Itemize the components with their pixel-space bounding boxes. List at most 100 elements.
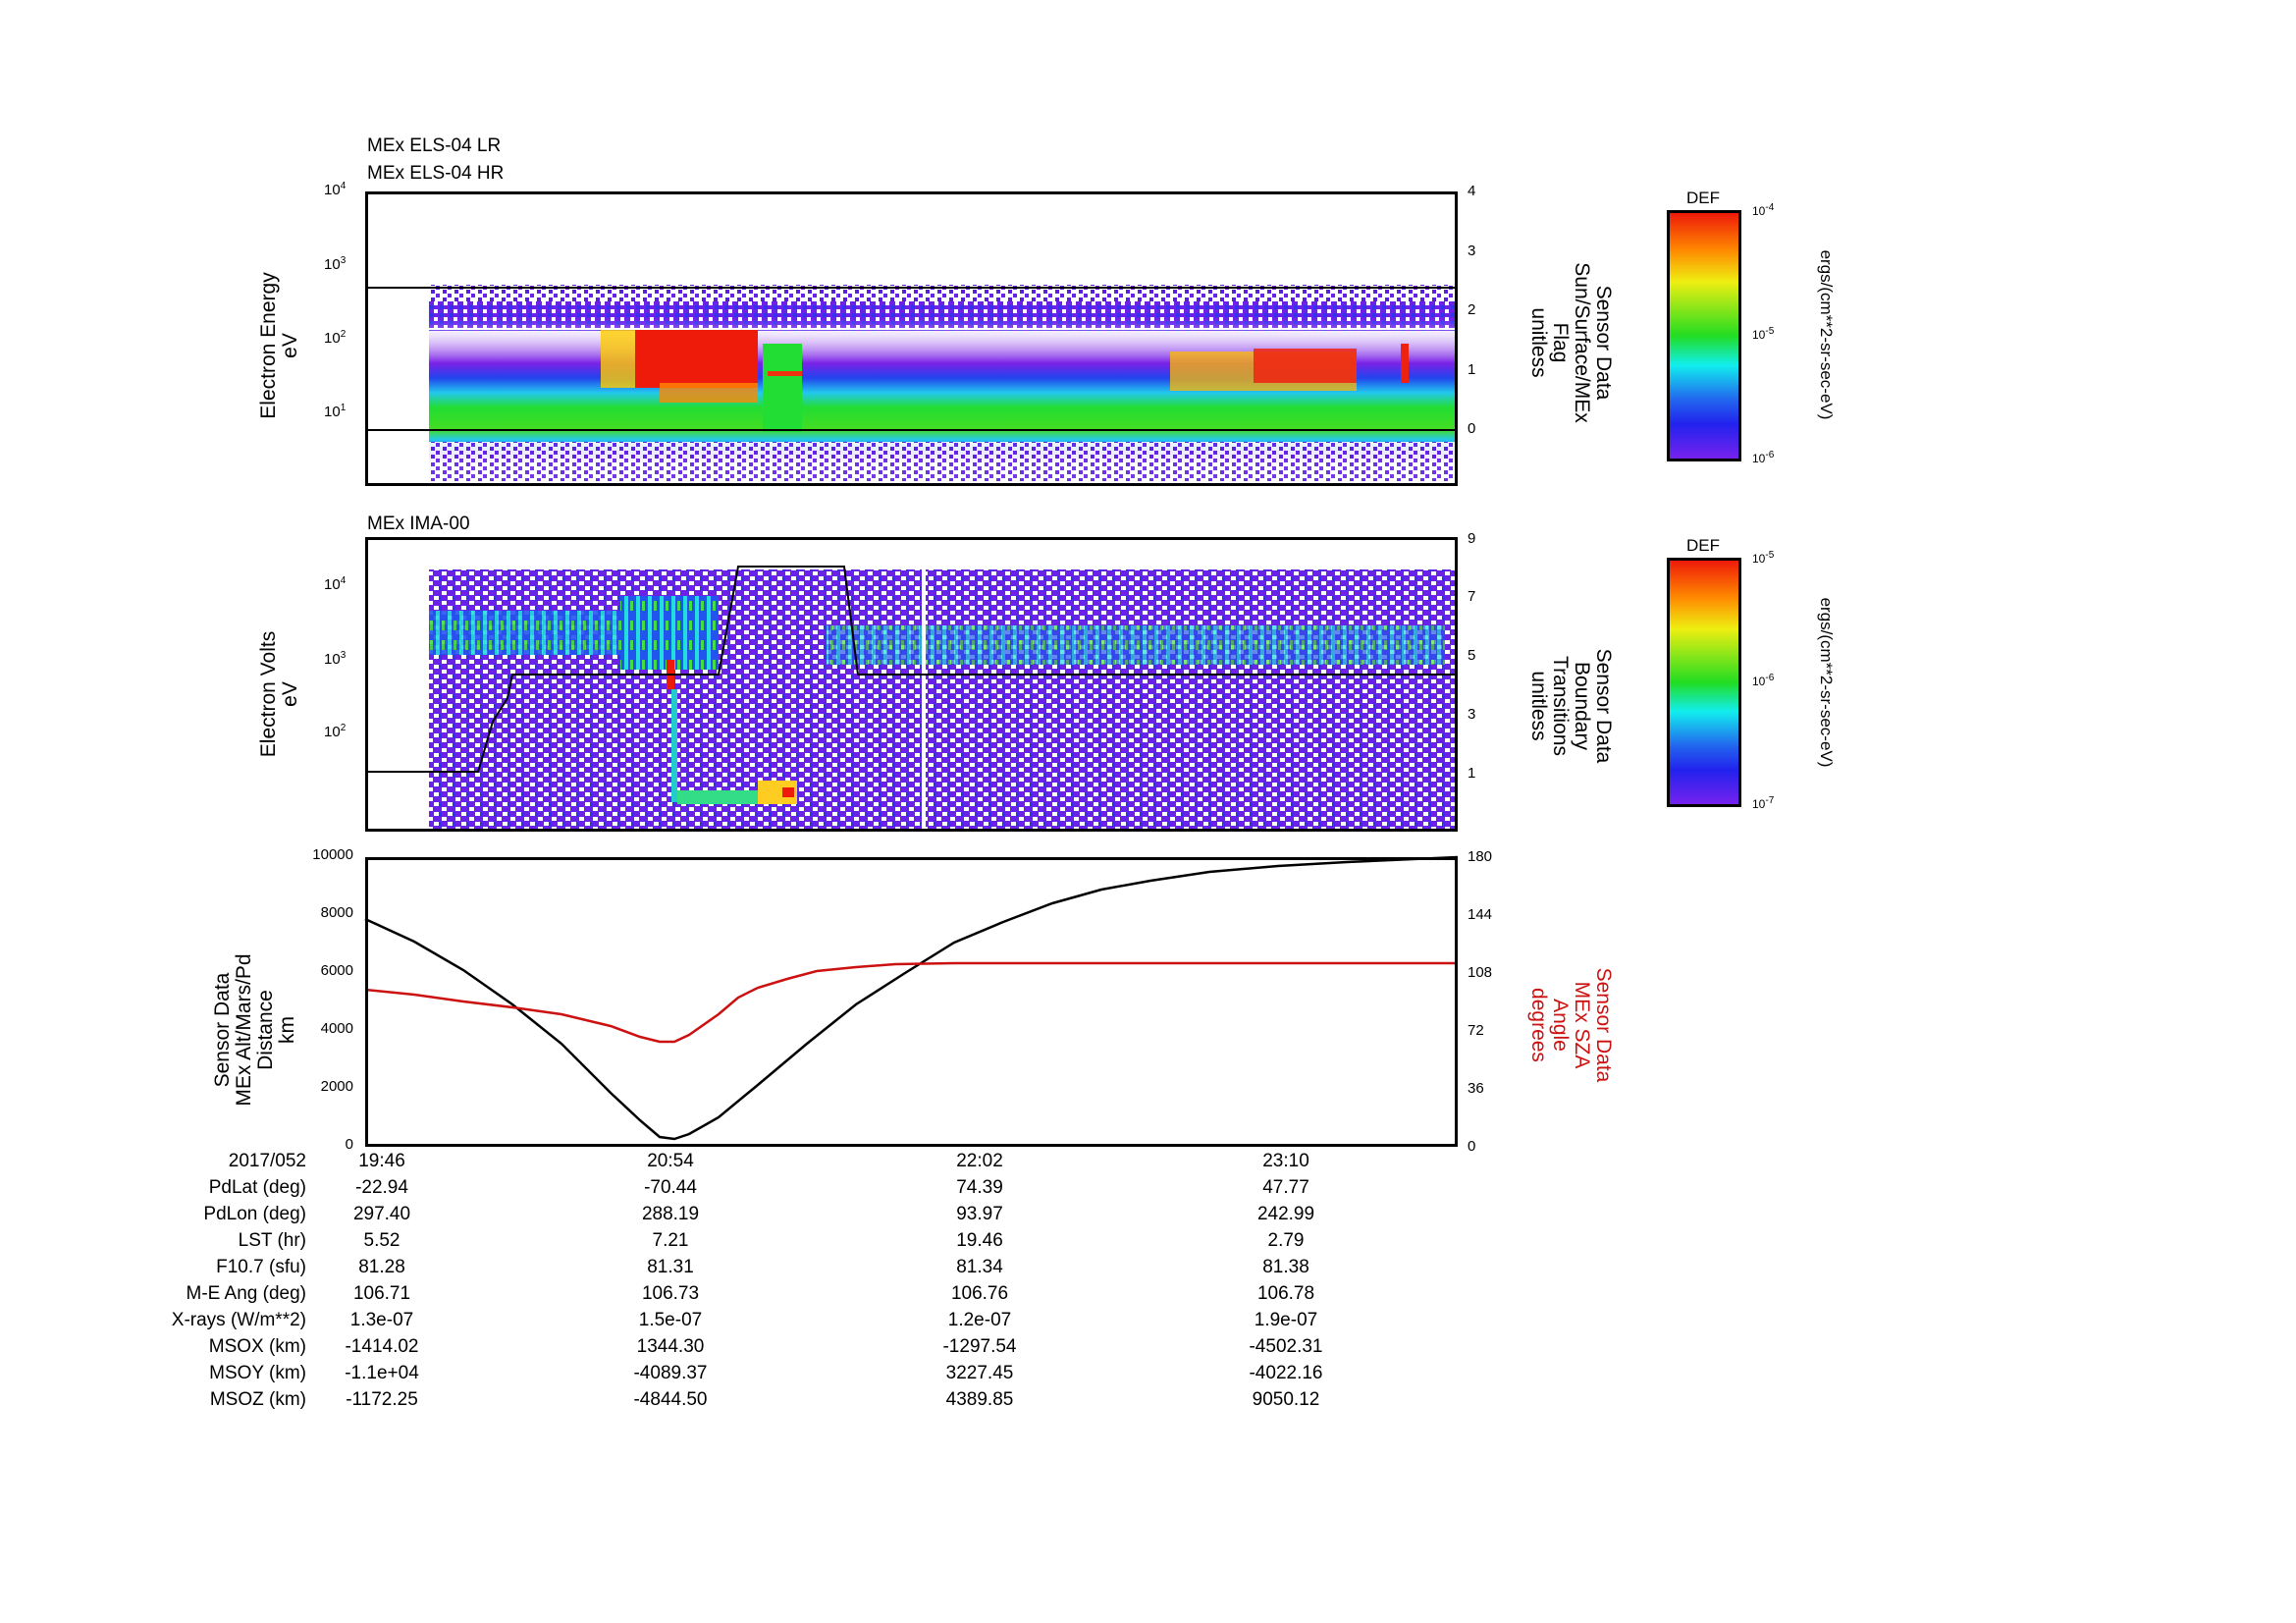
els-ytick-1e1: 101 (324, 403, 347, 420)
table-cell: 81.31 (647, 1257, 694, 1277)
els-left-axis-label: Electron Energy eV (257, 272, 301, 419)
els-frame (365, 191, 1458, 486)
altitude-curve (364, 855, 1459, 1141)
table-cell: -4502.31 (1249, 1336, 1323, 1357)
els-ytick-1e2: 102 (324, 329, 347, 347)
orbit-rtick-144: 144 (1468, 906, 1493, 923)
orbit-ltick-10000: 10000 (312, 846, 353, 863)
els-rtick-1: 1 (1468, 361, 1476, 378)
orbit-rtick-0: 0 (1468, 1138, 1476, 1155)
orbit-rtick-72: 72 (1468, 1022, 1484, 1039)
orbit-ltick-8000: 8000 (320, 904, 353, 921)
table-row-label: F10.7 (sfu) (216, 1257, 306, 1277)
table-cell: -70.44 (644, 1177, 697, 1198)
table-cell: 106.78 (1256, 1283, 1315, 1304)
table-cell: 47.77 (1262, 1177, 1309, 1198)
table-cell: 1.9e-07 (1254, 1310, 1318, 1330)
table-cell: -4022.16 (1249, 1363, 1323, 1383)
ima-rtick-9: 9 (1468, 530, 1476, 547)
orbit-frame (365, 857, 1458, 1147)
table-cell: 5.52 (363, 1230, 400, 1251)
ima-title: MEx IMA-00 (367, 514, 470, 534)
table-cell: 23:10 (1262, 1151, 1309, 1171)
els-colorbar-max: 10-4 (1752, 202, 1775, 218)
table-cell: 2.79 (1267, 1230, 1305, 1251)
table-cell: 22:02 (956, 1151, 1003, 1171)
table-cell: 242.99 (1256, 1204, 1315, 1224)
ima-rtick-3: 3 (1468, 706, 1476, 723)
table-cell: -4844.50 (633, 1389, 708, 1410)
table-cell: 1.3e-07 (349, 1310, 414, 1330)
ima-colorbar-unit: ergs/(cm**2-sr-sec-eV) (1817, 597, 1836, 768)
els-rtick-2: 2 (1468, 301, 1476, 318)
ima-colorbar-title: DEF (1686, 536, 1720, 555)
table-row-label: MSOZ (km) (209, 1389, 306, 1410)
table-cell: 4389.85 (945, 1389, 1014, 1410)
els-ytick-1e3: 103 (324, 255, 347, 273)
table-row-label: PdLat (deg) (208, 1177, 306, 1198)
orbit-rtick-180: 180 (1468, 848, 1493, 865)
els-spectrogram (365, 219, 1458, 481)
ima-rtick-7: 7 (1468, 588, 1476, 605)
els-title-lr: MEx ELS-04 LR (367, 135, 502, 156)
orbit-line-plot (364, 855, 1459, 1141)
els-right-axis-label: Sensor Data Sun/Surface/MEx Flag unitles… (1527, 262, 1615, 423)
table-cell: -1297.54 (942, 1336, 1017, 1357)
table-cell: 3227.45 (945, 1363, 1014, 1383)
orbit-left-axis-label: Sensor Data MEx Alt/Mars/Pd Distance km (211, 953, 298, 1107)
table-row-label: PdLon (deg) (203, 1204, 306, 1224)
table-cell: 20:54 (647, 1151, 694, 1171)
ima-ytick-1e2: 102 (324, 723, 347, 740)
table-row-label: LST (hr) (238, 1230, 306, 1251)
table-cell: -1172.25 (346, 1389, 418, 1410)
els-rtick-3: 3 (1468, 243, 1476, 259)
table-cell: -4089.37 (633, 1363, 708, 1383)
orbit-rtick-108: 108 (1468, 964, 1493, 981)
ima-spectrogram (365, 566, 1458, 832)
ima-left-axis-label: Electron Volts eV (257, 630, 301, 758)
table-cell: 1344.30 (636, 1336, 705, 1357)
table-row-label: 2017/052 (228, 1151, 306, 1171)
ima-ytick-1e4: 104 (324, 575, 347, 593)
table-cell: 19:46 (358, 1151, 405, 1171)
table-cell: 1.5e-07 (638, 1310, 703, 1330)
els-colorbar-unit: ergs/(cm**2-sr-sec-eV) (1817, 249, 1836, 420)
table-cell: 81.38 (1262, 1257, 1309, 1277)
els-title-hr: MEx ELS-04 HR (367, 163, 505, 184)
table-row-label: X-rays (W/m**2) (171, 1310, 306, 1330)
table-cell: 81.34 (956, 1257, 1003, 1277)
table-cell: 7.21 (652, 1230, 689, 1251)
table-cell: 106.76 (950, 1283, 1009, 1304)
table-row-label: MSOX (km) (208, 1336, 306, 1357)
ima-colorbar-mid: 10-6 (1752, 673, 1775, 688)
table-cell: 288.19 (641, 1204, 700, 1224)
orbit-rtick-36: 36 (1468, 1080, 1484, 1097)
table-row-label: MSOY (km) (209, 1363, 306, 1383)
els-ytick-1e4: 104 (324, 181, 347, 198)
table-cell: -22.94 (355, 1177, 408, 1198)
els-colorbar-title: DEF (1686, 189, 1720, 207)
table-row-label: M-E Ang (deg) (186, 1283, 307, 1304)
ima-colorbar (1667, 558, 1741, 807)
table-cell: 19.46 (956, 1230, 1003, 1251)
orbit-right-axis-label: Sensor Data MEx SZA Angle degrees (1527, 967, 1615, 1083)
table-cell: 74.39 (956, 1177, 1003, 1198)
table-cell: 81.28 (358, 1257, 405, 1277)
ima-colorbar-max: 10-5 (1752, 550, 1775, 566)
orbit-ltick-4000: 4000 (320, 1020, 353, 1037)
white-flag-line (429, 328, 1458, 330)
table-cell: 9050.12 (1252, 1389, 1320, 1410)
sza-curve (364, 961, 1458, 1044)
orbit-ltick-0: 0 (345, 1136, 353, 1153)
orbit-ltick-2000: 2000 (320, 1078, 353, 1095)
ima-right-axis-label: Sensor Data Boundary Transitions unitles… (1527, 648, 1615, 764)
ima-frame (365, 537, 1458, 832)
ima-colorbar-min: 10-7 (1752, 795, 1775, 811)
els-colorbar-min: 10-6 (1752, 450, 1775, 465)
els-rtick-4: 4 (1468, 183, 1476, 199)
boundary-transitions-line (365, 566, 1458, 773)
ima-rtick-1: 1 (1468, 765, 1476, 782)
els-colorbar (1667, 210, 1741, 461)
table-cell: 297.40 (352, 1204, 411, 1224)
ima-rtick-5: 5 (1468, 647, 1476, 664)
